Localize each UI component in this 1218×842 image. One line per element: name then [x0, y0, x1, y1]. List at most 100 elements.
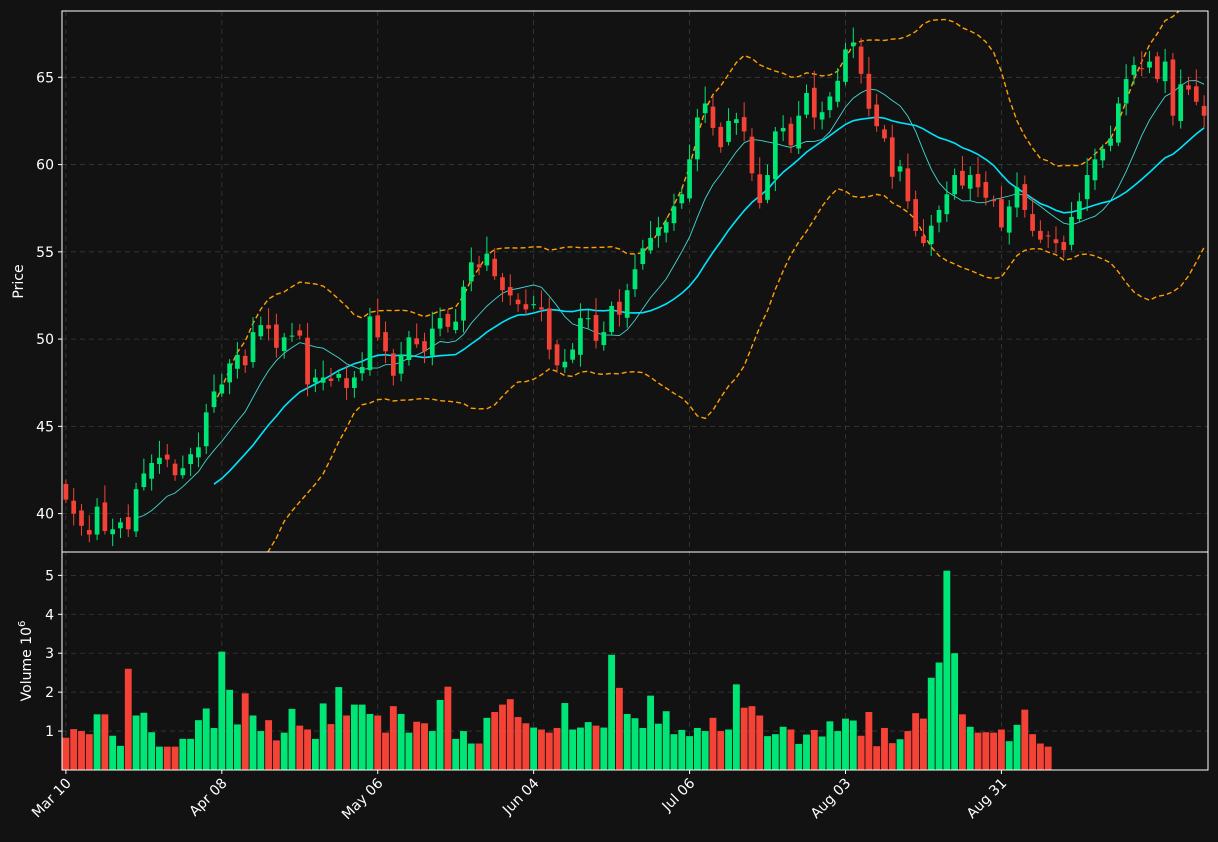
volume-bar [951, 653, 959, 770]
candle-body [741, 117, 747, 132]
candle-body [539, 307, 544, 310]
volume-axis-label: Volume 106 [17, 621, 35, 702]
candle-body [110, 529, 116, 535]
volume-bar [920, 718, 927, 770]
volume-bar [997, 729, 1005, 770]
volume-bar [78, 731, 85, 770]
x-tick-label: Aug 03 [808, 776, 854, 822]
volume-bar [288, 708, 296, 770]
volume-bar [171, 746, 179, 770]
x-tick-label: Jul 06 [659, 775, 699, 815]
candle-body [617, 301, 622, 315]
volume-bar [958, 714, 966, 770]
candle-body [414, 338, 420, 345]
candle-body [952, 175, 957, 195]
candle-body [211, 391, 217, 408]
candle-body [897, 166, 903, 172]
candle-body [367, 316, 373, 371]
volume-bar [779, 726, 787, 770]
candle-body [578, 318, 583, 355]
volume-bar [592, 725, 600, 770]
candle-body [765, 175, 770, 200]
volume-bar [670, 734, 678, 770]
candle-body [772, 131, 778, 180]
candle-body [944, 194, 950, 215]
volume-ytick-label: 2 [45, 685, 54, 701]
candle-body [726, 120, 731, 142]
x-tick-label: Jun 04 [499, 775, 542, 818]
volume-bar [795, 743, 803, 770]
candle-body [157, 457, 162, 465]
volume-bar [561, 703, 569, 770]
candle-body [663, 222, 669, 233]
volume-bar [444, 686, 452, 770]
volume-bar [717, 731, 725, 770]
candle-body [164, 454, 170, 460]
volume-bar [639, 727, 647, 770]
candle-body [352, 377, 357, 388]
volume-bar [335, 687, 343, 770]
candle-body [601, 332, 607, 346]
volume-bar [584, 722, 592, 770]
candle-body [1014, 187, 1020, 208]
candle-body [562, 361, 568, 368]
candle-body [788, 123, 794, 146]
candle-body [500, 277, 505, 291]
candle-body [86, 530, 92, 535]
price-ytick-label: 45 [36, 419, 54, 435]
volume-bar [467, 743, 475, 770]
candle-body [180, 468, 186, 476]
candle-body [63, 483, 69, 500]
candle-body [359, 367, 365, 374]
volume-bar [904, 731, 912, 770]
x-tick-label: Mar 10 [29, 776, 75, 822]
volume-bar [865, 711, 873, 770]
candle-body [811, 87, 817, 118]
volume-bar [701, 731, 709, 770]
volume-ytick-label: 1 [45, 724, 54, 740]
volume-bar [514, 717, 522, 770]
volume-bar [70, 729, 78, 770]
candle-body [203, 412, 209, 447]
candle-body [858, 46, 864, 74]
candle-body [1108, 138, 1113, 146]
candle-body [422, 341, 427, 352]
candle-body [570, 349, 575, 360]
candle-body [266, 325, 271, 329]
candle-body [328, 378, 334, 381]
x-tick-label: May 06 [339, 775, 387, 823]
candle-body [79, 510, 84, 526]
volume-bar [522, 723, 530, 770]
candle-body [383, 332, 388, 352]
candle-body [531, 304, 536, 306]
volume-bar [982, 732, 990, 770]
volume-bar [631, 718, 639, 770]
volume-bar [1021, 709, 1029, 770]
candle-body [671, 206, 677, 224]
candle-body [71, 500, 77, 514]
candle-body [320, 377, 326, 383]
volume-bar [210, 727, 218, 770]
candle-body [882, 129, 887, 139]
volume-bar [849, 720, 857, 770]
candle-body [889, 137, 895, 177]
volume-bar [1029, 734, 1037, 770]
volume-bar [311, 738, 319, 770]
candle-body [118, 522, 123, 529]
volume-bar [405, 732, 413, 770]
candle-body [757, 174, 763, 203]
candle-body [375, 315, 381, 338]
candle-body [975, 173, 981, 188]
candle-body [913, 199, 918, 231]
candle-body [1006, 206, 1012, 233]
volume-bar [140, 712, 148, 770]
candle-body [835, 80, 841, 102]
volume-bar [179, 738, 187, 770]
volume-bar [974, 732, 982, 770]
candle-body [1030, 214, 1035, 231]
candle-body [624, 290, 630, 318]
candle-body [648, 237, 653, 251]
volume-bar [888, 743, 896, 770]
candle-body [250, 332, 256, 363]
